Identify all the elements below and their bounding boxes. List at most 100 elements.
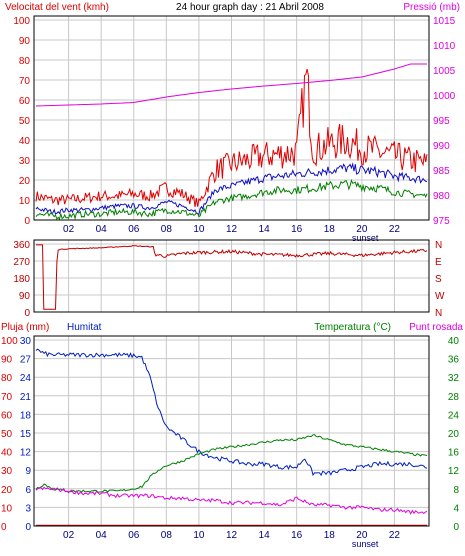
panel3-frame — [33, 335, 430, 527]
sunset-label: sunset — [352, 539, 379, 549]
rain-label: Pluja (mm) — [1, 322, 49, 333]
rain-tick-label: 10 — [1, 503, 13, 514]
humidity-tick-label: 24 — [20, 373, 32, 384]
hour-label: 06 — [128, 530, 140, 541]
panel1-series — [35, 63, 428, 221]
pressure-title: Pressió (mb) — [403, 2, 460, 13]
wind-min-line — [35, 178, 428, 221]
hour-label: 12 — [226, 530, 238, 541]
pressure-tick-label: 1015 — [433, 16, 456, 27]
temperature-tick-label: 32 — [448, 373, 460, 384]
hour-label: 20 — [356, 530, 368, 541]
humidity-label: Humitat — [67, 322, 102, 333]
pressure-line — [35, 63, 427, 107]
pressure-tick-label: 1000 — [433, 91, 456, 102]
direction-tick-label: 0 — [24, 308, 30, 319]
wind-tick-label: 80 — [19, 56, 31, 67]
compass-tick-label: S — [435, 274, 442, 285]
panel1-axes: 0102030405060708090100975980985990995100… — [13, 15, 456, 243]
hour-label: 04 — [96, 530, 108, 541]
rain-tick-label: 80 — [1, 373, 13, 384]
wind-tick-label: 40 — [19, 136, 31, 147]
hour-label: 08 — [161, 224, 173, 235]
hour-label: 18 — [324, 224, 336, 235]
humidity-tick-label: 27 — [20, 355, 32, 366]
rain-tick-label: 100 — [1, 336, 18, 347]
wind-tick-label: 0 — [24, 216, 30, 227]
wind-speed-title: Velocitat del vent (kmh) — [5, 2, 109, 13]
pressure-tick-label: 980 — [433, 191, 450, 202]
panel2-frame — [33, 239, 430, 313]
rain-tick-label: 0 — [1, 522, 7, 533]
temperature-line — [35, 434, 428, 493]
temperature-tick-label: 20 — [448, 429, 460, 440]
rain-tick-label: 30 — [1, 466, 13, 477]
wind-tick-label: 70 — [19, 76, 31, 87]
hour-label: 02 — [63, 530, 75, 541]
temperature-tick-label: 28 — [448, 392, 460, 403]
dewpoint-line — [35, 486, 428, 515]
hour-label: 06 — [128, 224, 140, 235]
pressure-tick-label: 1010 — [433, 41, 456, 52]
panel1-frame — [33, 15, 430, 221]
humidity-tick-label: 21 — [20, 392, 32, 403]
humidity-line — [35, 348, 428, 477]
hour-label: 22 — [389, 530, 401, 541]
dewpoint-label: Punt rosada — [409, 322, 463, 333]
pressure-tick-label: 1005 — [433, 66, 456, 77]
hour-label: 10 — [193, 530, 205, 541]
rain-tick-label: 90 — [1, 355, 13, 366]
hour-label: 14 — [259, 530, 271, 541]
pressure-tick-label: 975 — [433, 216, 450, 227]
wind-tick-label: 30 — [19, 156, 31, 167]
humidity-tick-label: 12 — [20, 448, 32, 459]
pressure-tick-label: 985 — [433, 166, 450, 177]
temperature-tick-label: 24 — [448, 410, 460, 421]
sunset-label: sunset — [352, 233, 379, 243]
direction-tick-label: 360 — [13, 240, 30, 251]
hour-label: 10 — [193, 224, 205, 235]
hour-label: 22 — [389, 224, 401, 235]
humidity-tick-label: 15 — [20, 429, 32, 440]
rain-tick-label: 40 — [1, 448, 13, 459]
wind-tick-label: 60 — [19, 96, 31, 107]
temperature-tick-label: 36 — [448, 355, 460, 366]
compass-tick-label: N — [435, 308, 442, 319]
compass-tick-label: E — [435, 257, 442, 268]
temperature-tick-label: 12 — [448, 466, 460, 477]
direction-tick-label: 270 — [13, 257, 30, 268]
wind-tick-label: 50 — [19, 116, 31, 127]
wind-direction-line — [36, 244, 428, 310]
chart-day-title: 24 hour graph day : 21 Abril 2008 — [176, 2, 324, 13]
wind-tick-label: 20 — [19, 176, 31, 187]
rain-tick-label: 60 — [1, 410, 13, 421]
wind-tick-label: 100 — [13, 16, 30, 27]
temperature-tick-label: 16 — [448, 448, 460, 459]
humidity-tick-label: 0 — [25, 522, 31, 533]
direction-tick-label: 180 — [13, 274, 30, 285]
hour-label: 04 — [96, 224, 108, 235]
rain-tick-label: 70 — [1, 392, 13, 403]
wind-gust-line — [35, 68, 428, 208]
temperature-tick-label: 40 — [448, 336, 460, 347]
pressure-tick-label: 990 — [433, 141, 450, 152]
hour-label: 16 — [291, 530, 303, 541]
hour-label: 20 — [356, 224, 368, 235]
panel2-series — [36, 244, 428, 310]
humidity-tick-label: 18 — [20, 410, 32, 421]
rain-tick-label: 20 — [1, 485, 13, 496]
hour-label: 12 — [226, 224, 238, 235]
rain-tick-label: 50 — [1, 429, 13, 440]
hour-label: 14 — [259, 224, 271, 235]
panel1-grid — [34, 16, 429, 221]
humidity-tick-label: 9 — [25, 466, 31, 477]
humidity-tick-label: 6 — [25, 485, 31, 496]
wind-average-line — [35, 162, 428, 216]
humidity-tick-label: 30 — [20, 336, 32, 347]
hour-label: 16 — [291, 224, 303, 235]
temperature-label: Temperatura (°C) — [314, 322, 391, 333]
panel2-axes: 0 N 90 W 180 S 270 E 360 N — [13, 239, 445, 319]
temperature-tick-label: 0 — [453, 522, 459, 533]
